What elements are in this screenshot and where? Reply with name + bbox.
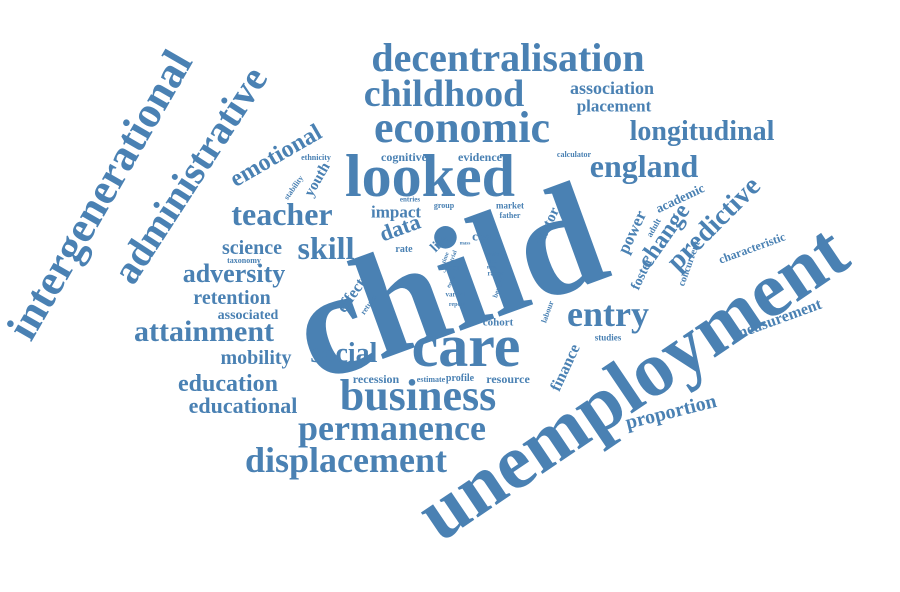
word-varied: varied [445,290,465,299]
word-cost: cost [472,228,494,244]
word-science: science [222,237,282,259]
word-range: range [487,269,505,278]
word-social: social [310,338,378,369]
word-taxonomy: taxonomy [227,256,261,265]
word-childhood: childhood [363,73,525,115]
word-looked: looked [344,143,516,209]
word-year: year [443,262,461,273]
word-ethnicity: ethnicity [301,153,331,162]
word-most: most [486,265,498,271]
word-father: father [499,211,521,220]
word-decentralisation: decentralisation [371,35,645,80]
word-england: england [589,148,699,184]
word-report: report [448,302,466,308]
word-attainment: attainment [134,315,274,348]
word-displacement: displacement [245,440,447,480]
word-business: business [339,371,497,420]
word-impact: impact [370,202,422,222]
word-education: education [177,371,279,397]
word-care: care [411,313,521,379]
word-entry: entry [567,294,649,334]
word-mobility: mobility [220,347,292,369]
word-rate: rate [395,244,413,255]
word-cognitive: cognitive [381,150,427,164]
word-market: market [496,200,524,211]
word-cohort: cohort [482,316,514,329]
word-estimate: estimate [416,375,446,384]
word-resource: resource [486,372,530,386]
word-loss: loss [487,259,497,265]
word-educational: educational [188,393,298,418]
word-entries: entries [399,195,421,204]
word-mass: mass [459,241,471,247]
word-longitudinal: longitudinal [629,116,775,147]
word-skill: skill [297,230,355,266]
word-retention: retention [193,287,271,309]
word-foster: foster [628,255,657,293]
word-permanence: permanence [298,408,486,448]
word-adversity: adversity [182,259,286,288]
word-calculator: calculator [556,150,592,159]
word-white: white [485,252,499,258]
word-teacher: teacher [231,196,333,232]
word-associated: associated [217,308,279,323]
word-youth: youth [301,159,334,200]
word-evidence: evidence [458,150,502,164]
word-placement: placement [576,96,652,116]
word-studies: studies [594,332,622,343]
word-recession: recession [352,372,400,386]
word-profile: profile [445,373,475,384]
word-economic: economic [374,103,550,152]
word-group: group [433,201,455,210]
word-association: association [569,78,655,98]
